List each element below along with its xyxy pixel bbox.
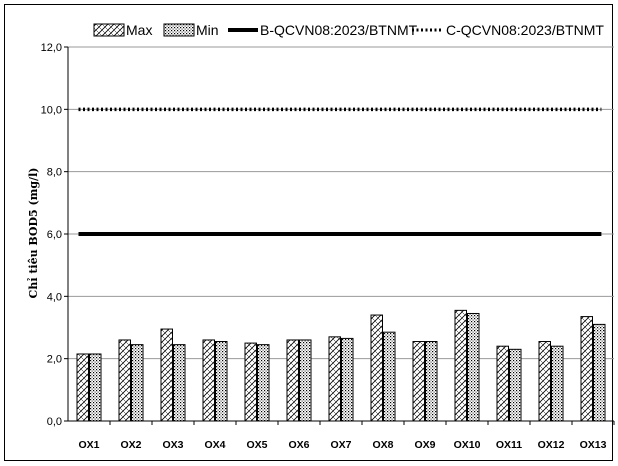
bar-min-ox7 [341,337,354,422]
bar-max-ox11 [496,345,509,422]
x-category-label: OX2 [120,439,141,451]
y-tick-label: 0,0 [47,416,62,428]
x-category-label: OX6 [288,439,309,451]
bar-min-ox13 [593,323,606,422]
y-tick-label: 8,0 [47,167,62,179]
bar-min-ox4 [215,341,228,422]
y-tick-label: 2,0 [47,354,62,366]
legend: Max Min B-QCVN08:2023/BTNMT C-QCVN08:202… [93,22,604,38]
legend-label-min: Min [196,22,219,38]
x-category-label: OX9 [414,439,435,451]
y-axis-title: Chỉ tiêu BOD5 (mg/l) [27,168,40,299]
bar-max-ox12 [538,341,551,422]
legend-label-b-line: B-QCVN08:2023/BTNMT [260,22,418,38]
bar-max-ox9 [412,341,425,422]
x-category-label: OX13 [580,439,607,451]
x-category-label: OX11 [496,439,522,451]
x-category-label: OX10 [454,439,481,451]
bar-min-ox11 [509,348,522,422]
x-category-label: OX4 [204,439,225,451]
grid-layer [68,46,614,360]
y-tick-label: 4,0 [47,291,62,303]
legend-swatch-min [163,23,195,37]
bar-max-ox3 [160,328,173,422]
bar-min-ox9 [425,341,438,422]
bar-max-ox7 [328,336,341,422]
y-tick-label: 10,0 [41,104,62,116]
x-category-label: OX3 [162,439,183,451]
legend-label-max: Max [126,22,152,38]
bar-max-ox2 [118,339,131,422]
bar-min-ox6 [299,339,312,422]
bar-max-ox5 [244,342,257,422]
reference-lines [78,107,602,236]
bar-max-ox1 [76,353,89,422]
legend-label-c-line: C-QCVN08:2023/BTNMT [446,22,604,38]
bar-min-ox3 [173,344,186,422]
x-category-label: OX12 [538,439,565,451]
bar-min-ox2 [131,344,144,422]
x-category-label: OX7 [330,439,351,451]
bar-max-ox6 [286,339,299,422]
bar-max-ox13 [580,316,593,422]
bar-min-ox10 [467,312,480,422]
legend-swatch-max [93,23,125,37]
bar-min-ox8 [383,331,396,422]
bar-layer [76,309,606,422]
bar-max-ox4 [202,339,215,422]
bar-min-ox12 [551,345,564,422]
y-tick-label: 6,0 [47,229,62,241]
bar-min-ox5 [257,344,270,422]
y-tick-label: 12,0 [41,42,62,54]
bar-max-ox8 [370,314,383,422]
x-category-label: OX1 [78,439,99,451]
x-category-label: OX5 [246,439,267,451]
x-category-label: OX8 [372,439,393,451]
bar-min-ox1 [89,353,102,422]
bar-max-ox10 [454,309,467,422]
